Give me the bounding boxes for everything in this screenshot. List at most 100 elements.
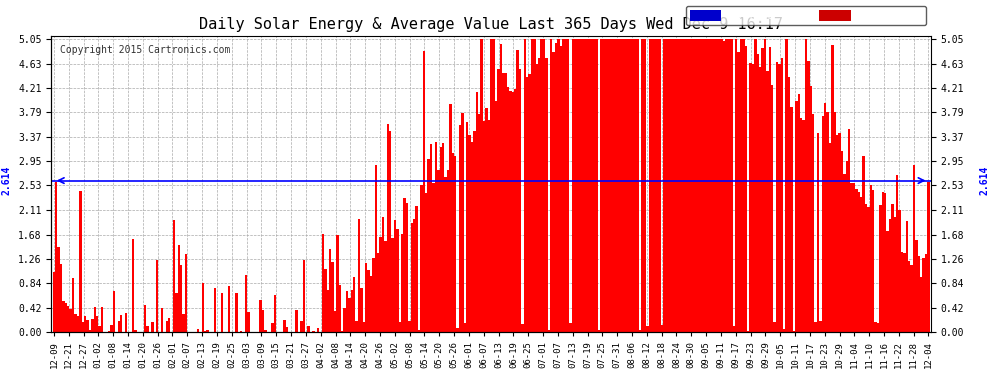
Bar bbox=[67, 306, 69, 332]
Bar bbox=[160, 308, 163, 332]
Bar bbox=[248, 312, 249, 332]
Bar bbox=[74, 314, 76, 332]
Bar bbox=[613, 39, 615, 332]
Bar bbox=[534, 39, 536, 332]
Bar bbox=[86, 320, 89, 332]
Bar bbox=[389, 131, 391, 332]
Bar bbox=[761, 48, 764, 332]
Bar bbox=[98, 327, 101, 332]
Bar bbox=[738, 53, 740, 332]
Bar bbox=[490, 39, 492, 332]
Bar bbox=[468, 135, 470, 332]
Bar bbox=[91, 319, 93, 332]
Bar bbox=[332, 262, 334, 332]
Bar bbox=[768, 46, 771, 332]
Bar bbox=[362, 322, 365, 332]
Bar bbox=[89, 330, 91, 332]
Bar bbox=[877, 323, 879, 332]
Bar bbox=[716, 39, 718, 332]
Bar bbox=[411, 222, 413, 332]
Bar bbox=[110, 325, 113, 332]
Bar bbox=[72, 278, 74, 332]
Bar bbox=[848, 129, 850, 332]
Bar bbox=[879, 205, 882, 332]
Bar bbox=[699, 39, 701, 332]
Bar bbox=[451, 153, 454, 332]
Bar bbox=[744, 46, 747, 332]
Bar bbox=[790, 106, 793, 332]
Bar bbox=[766, 71, 768, 332]
Bar bbox=[445, 177, 446, 332]
Bar bbox=[653, 39, 655, 332]
Bar bbox=[377, 253, 379, 332]
Bar bbox=[317, 328, 320, 332]
Bar bbox=[173, 219, 175, 332]
Bar bbox=[307, 326, 310, 332]
Bar bbox=[435, 142, 438, 332]
Bar bbox=[615, 39, 618, 332]
Bar bbox=[502, 74, 504, 332]
Bar bbox=[886, 231, 889, 332]
Bar bbox=[783, 329, 785, 332]
Bar bbox=[165, 321, 168, 332]
Bar bbox=[798, 94, 800, 332]
Bar bbox=[857, 192, 860, 332]
Bar bbox=[687, 39, 689, 332]
Bar bbox=[360, 288, 362, 332]
Bar bbox=[346, 291, 348, 332]
Bar bbox=[204, 331, 207, 332]
Bar bbox=[731, 39, 733, 332]
Bar bbox=[156, 260, 158, 332]
Bar bbox=[822, 116, 824, 332]
Bar bbox=[908, 261, 911, 332]
Bar bbox=[677, 39, 680, 332]
Bar bbox=[446, 170, 449, 332]
Bar bbox=[517, 50, 519, 332]
Bar bbox=[836, 135, 839, 332]
Bar bbox=[701, 39, 704, 332]
Bar bbox=[668, 39, 670, 332]
Bar bbox=[869, 186, 872, 332]
Bar bbox=[884, 193, 886, 332]
Bar bbox=[714, 39, 716, 332]
Bar bbox=[461, 113, 463, 332]
Bar bbox=[180, 265, 182, 332]
Bar bbox=[839, 133, 841, 332]
Bar bbox=[454, 156, 456, 332]
Bar bbox=[682, 39, 684, 332]
Bar bbox=[564, 39, 567, 332]
Bar bbox=[718, 39, 721, 332]
Bar bbox=[425, 193, 428, 332]
Bar bbox=[202, 283, 204, 332]
Bar bbox=[815, 322, 817, 332]
Bar bbox=[62, 300, 64, 332]
Bar bbox=[473, 132, 475, 332]
Bar bbox=[680, 39, 682, 332]
Bar bbox=[475, 92, 478, 332]
Bar bbox=[271, 323, 273, 332]
Bar bbox=[300, 321, 303, 332]
Bar bbox=[728, 39, 731, 332]
Bar bbox=[337, 234, 339, 332]
Bar bbox=[430, 144, 433, 332]
Bar bbox=[236, 293, 238, 332]
Bar bbox=[504, 73, 507, 332]
Bar bbox=[773, 322, 776, 332]
Legend: Average ($), Daily  ($): Average ($), Daily ($) bbox=[686, 6, 926, 25]
Bar bbox=[57, 247, 59, 332]
Bar bbox=[632, 39, 635, 332]
Bar bbox=[408, 321, 411, 332]
Bar bbox=[207, 330, 209, 332]
Bar bbox=[550, 39, 552, 332]
Bar bbox=[531, 39, 534, 332]
Bar bbox=[147, 326, 148, 332]
Bar bbox=[625, 39, 627, 332]
Bar bbox=[168, 318, 170, 332]
Bar bbox=[374, 165, 377, 332]
Bar bbox=[704, 39, 706, 332]
Bar bbox=[339, 285, 341, 332]
Bar bbox=[245, 274, 248, 332]
Bar bbox=[827, 112, 829, 332]
Bar bbox=[723, 41, 726, 332]
Bar bbox=[541, 39, 543, 332]
